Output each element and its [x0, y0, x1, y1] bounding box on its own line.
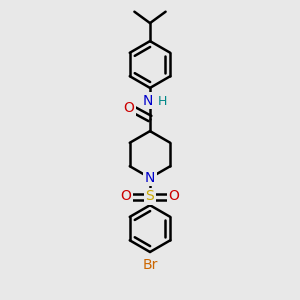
Text: N: N [145, 171, 155, 185]
Text: N: N [142, 94, 153, 108]
Text: O: O [169, 190, 179, 203]
Text: Br: Br [142, 258, 158, 272]
Text: S: S [146, 190, 154, 203]
Text: H: H [158, 95, 167, 109]
Text: O: O [121, 190, 131, 203]
Text: O: O [124, 101, 134, 115]
